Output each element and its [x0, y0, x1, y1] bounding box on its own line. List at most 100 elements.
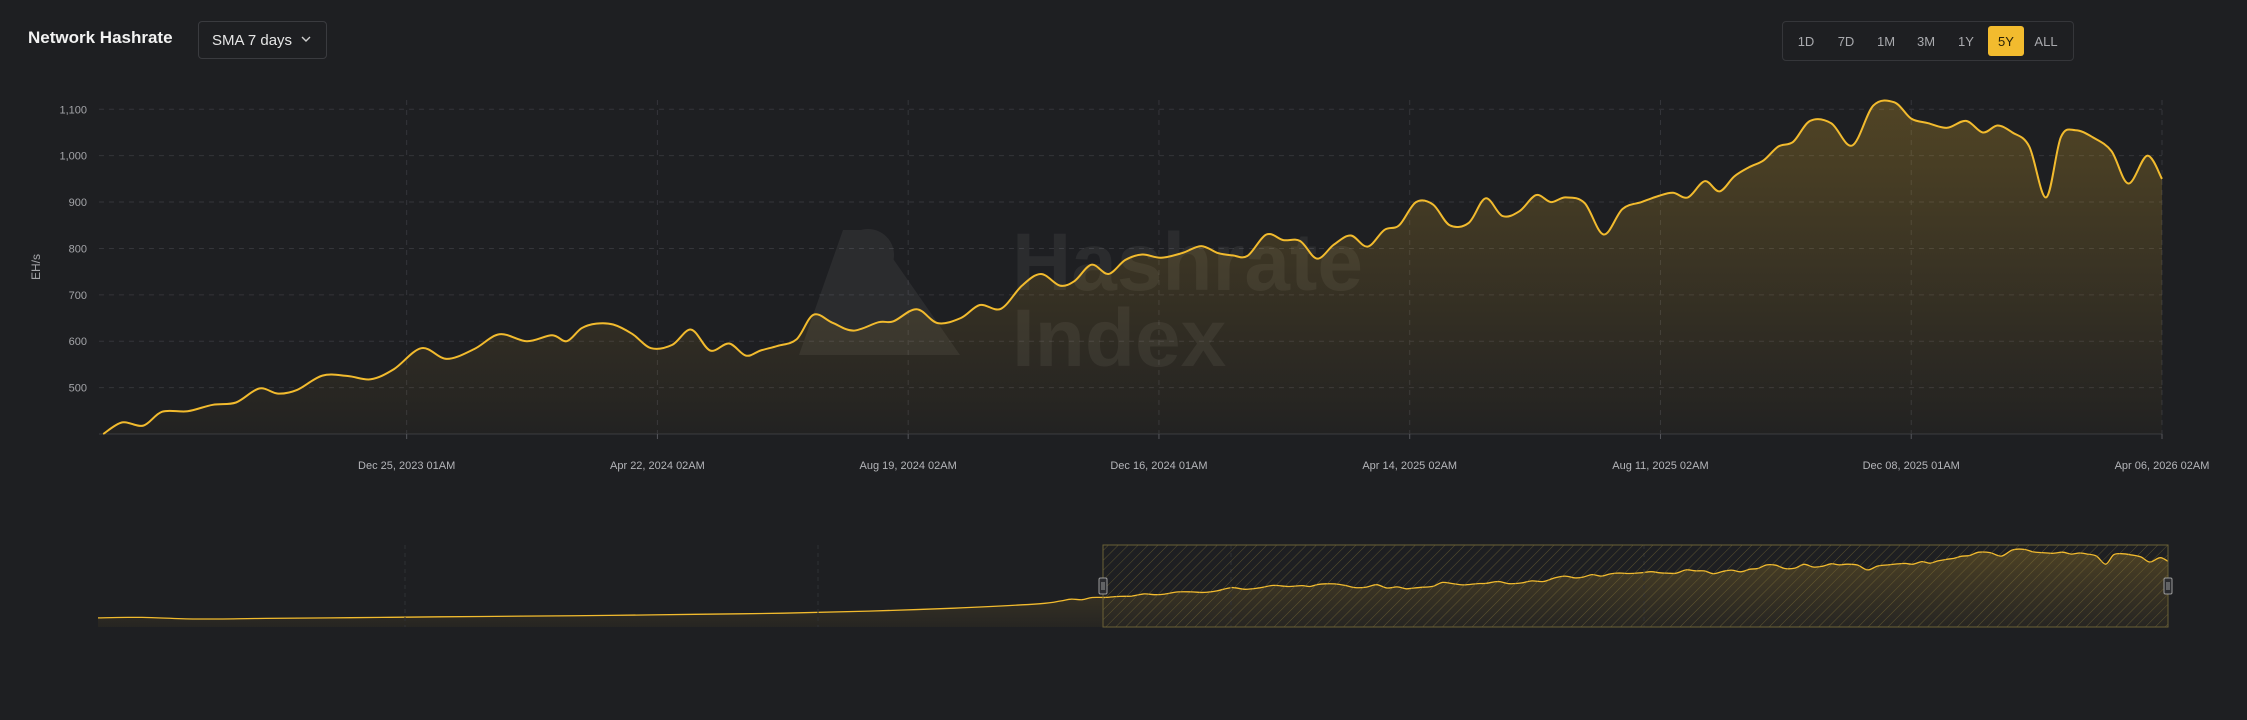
data-point: [1500, 214, 1504, 218]
data-point: [1686, 195, 1690, 199]
data-point: [1871, 104, 1875, 108]
data-point: [1808, 119, 1812, 123]
data-point: [1199, 244, 1203, 248]
data-point: [811, 313, 815, 317]
data-point: [1981, 131, 1985, 135]
data-point: [649, 346, 653, 350]
data-point: [1382, 228, 1386, 232]
data-point: [1964, 119, 1968, 123]
data-point: [1621, 207, 1625, 211]
x-axis: Dec 25, 2023 01AM Apr 22, 2024 02AM Aug 19…: [358, 460, 2209, 472]
y-tick-label: 800: [69, 243, 87, 255]
data-point: [1366, 245, 1370, 249]
data-point: [1718, 189, 1722, 193]
navigator-selection[interactable]: [1102, 544, 2169, 628]
data-point: [1926, 121, 1930, 125]
data-point: [1414, 200, 1418, 204]
data-point: [1431, 202, 1435, 206]
data-point: [497, 332, 501, 336]
data-point: [1332, 243, 1336, 247]
data-point: [320, 374, 324, 378]
data-point: [1298, 239, 1302, 243]
data-point: [1123, 258, 1127, 262]
data-point: [936, 321, 940, 325]
data-point: [1231, 253, 1235, 257]
data-point: [1090, 263, 1094, 267]
range-button-1y[interactable]: 1Y: [1958, 33, 1974, 49]
range-button-1d[interactable]: 1D: [1797, 33, 1815, 49]
data-point: [2126, 182, 2130, 186]
data-point: [851, 329, 855, 333]
data-point: [1583, 201, 1587, 205]
data-point: [550, 333, 554, 337]
navigator-handle-right[interactable]: [2163, 577, 2173, 595]
data-point: [795, 337, 799, 341]
data-point: [186, 409, 190, 413]
data-point: [580, 326, 584, 330]
x-tick-label: Dec 25, 2023 01AM: [358, 460, 455, 472]
data-point: [1216, 251, 1220, 255]
data-point: [1549, 200, 1553, 204]
data-point: [2074, 128, 2078, 132]
series-hashrate: [102, 99, 2163, 435]
data-point: [257, 387, 261, 391]
data-point: [1602, 233, 1606, 237]
data-point: [2027, 144, 2031, 148]
data-point: [295, 388, 299, 392]
data-point: [1106, 272, 1110, 276]
data-point: [1945, 126, 1949, 130]
data-point: [670, 343, 674, 347]
range-button-7d[interactable]: 7D: [1837, 33, 1855, 49]
data-point: [1640, 200, 1644, 204]
data-point: [2059, 135, 2063, 139]
data-point: [830, 321, 834, 325]
data-point: [2010, 131, 2014, 135]
data-point: [1315, 257, 1319, 261]
data-point: [141, 424, 145, 428]
data-point: [1762, 158, 1766, 162]
x-tick-label: Apr 22, 2024 02AM: [610, 460, 705, 472]
navigator-line: [97, 548, 2169, 620]
navigator-handle-left[interactable]: [1098, 577, 1108, 595]
grid-lines: [99, 100, 2163, 439]
data-point: [611, 323, 615, 327]
y-tick-label: 500: [69, 383, 87, 395]
data-point: [392, 367, 396, 371]
y-tick-label: 900: [69, 197, 87, 209]
data-point: [1892, 100, 1896, 104]
data-point: [1264, 233, 1268, 237]
range-button-5y[interactable]: 5Y: [1988, 26, 2024, 56]
data-point: [1073, 279, 1077, 283]
data-point: [472, 347, 476, 351]
data-point: [1534, 193, 1538, 197]
data-point: [445, 357, 449, 361]
range-button-1m[interactable]: 1M: [1876, 33, 1896, 49]
data-point: [1996, 124, 2000, 128]
data-point: [1467, 221, 1471, 225]
data-point: [1791, 140, 1795, 144]
series-line: [102, 99, 2163, 435]
range-navigator: [97, 544, 2173, 628]
range-button-3m[interactable]: 3M: [1916, 33, 1936, 49]
data-point: [915, 307, 919, 311]
data-point: [1829, 121, 1833, 125]
data-point: [1703, 179, 1707, 183]
sma-dropdown[interactable]: SMA 7 days: [198, 21, 327, 59]
data-point: [999, 307, 1003, 311]
watermark-line1: Hashrate: [1012, 217, 1363, 308]
data-point: [160, 410, 164, 414]
data-point: [1777, 144, 1781, 148]
data-point: [594, 322, 598, 326]
navigator-area: [98, 549, 2168, 627]
chart-title: Network Hashrate: [28, 28, 173, 47]
chevron-down-icon: [301, 36, 311, 42]
data-point: [1564, 195, 1568, 199]
y-tick-label: 1,000: [59, 151, 87, 163]
data-point: [419, 346, 423, 350]
data-point: [525, 339, 529, 343]
data-point: [630, 332, 634, 336]
y-axis-label: EH/s: [29, 254, 43, 280]
range-button-all[interactable]: ALL: [2034, 33, 2058, 49]
range-selector: 1D 7D 1M 3M 1Y 5Y ALL: [1782, 21, 2074, 61]
